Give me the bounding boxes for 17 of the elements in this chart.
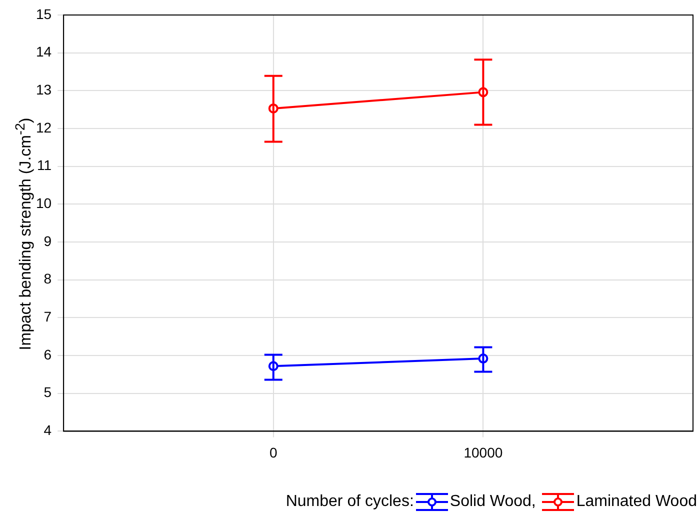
y-tick-label: 10 — [36, 195, 52, 212]
legend-label: Solid Wood, — [450, 493, 536, 510]
y-tick-label: 15 — [36, 6, 52, 22]
y-tick-label: 5 — [44, 384, 52, 400]
y-tick-label: 7 — [44, 308, 52, 325]
x-tick-label: 0 — [269, 444, 278, 460]
y-tick-label: 4 — [44, 422, 52, 438]
legend-label: Laminated Wood — [576, 493, 697, 510]
legend-title: Number of cycles: — [286, 493, 414, 510]
y-tick-label: 12 — [36, 119, 52, 136]
y-tick-label: 8 — [44, 270, 52, 287]
y-tick-label: 14 — [36, 44, 52, 60]
y-tick-label: 9 — [44, 232, 52, 249]
y-tick-label: 13 — [36, 82, 52, 98]
y-tick-label: 6 — [44, 346, 52, 362]
x-tick-label: 10000 — [464, 444, 503, 460]
y-tick-label: 11 — [37, 157, 52, 174]
